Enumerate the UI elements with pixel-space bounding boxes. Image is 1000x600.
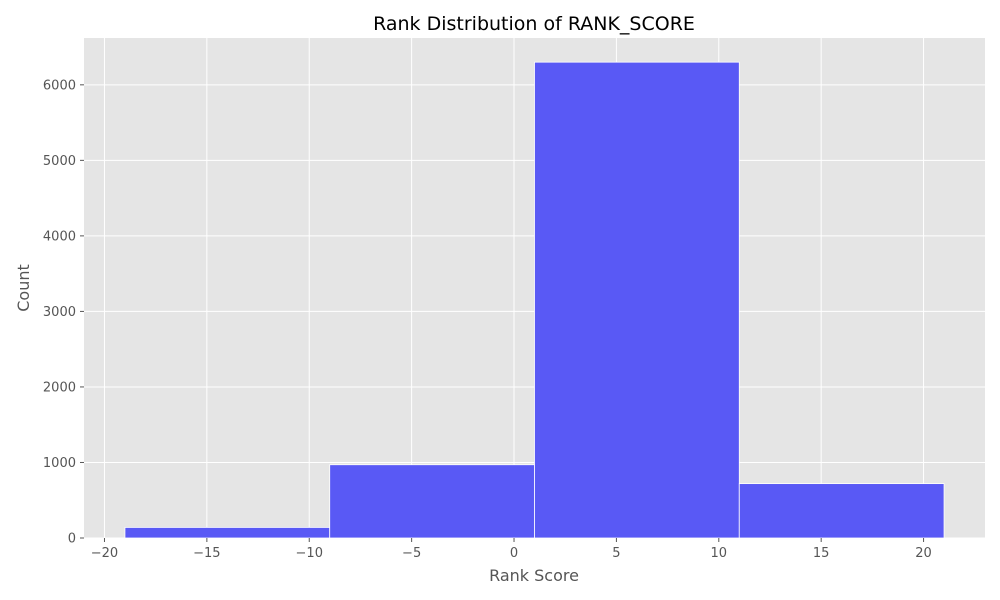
- x-tick-label: 10: [711, 546, 728, 561]
- x-tick-label: 0: [510, 546, 518, 561]
- x-axis-label: Rank Score: [489, 566, 579, 585]
- x-tick-label: −20: [91, 546, 118, 561]
- x-axis-ticks: −20 −15 −10 −5 0 5 10 15 20: [91, 538, 932, 561]
- x-tick-label: 20: [915, 546, 932, 561]
- histogram-bar: [124, 527, 331, 539]
- histogram-bars: [124, 61, 945, 539]
- x-tick-label: −15: [193, 546, 220, 561]
- y-tick-label: 4000: [43, 229, 76, 244]
- y-tick-label: 3000: [43, 305, 76, 320]
- y-tick-label: 0: [68, 532, 76, 547]
- y-axis-label: Count: [14, 264, 33, 312]
- histogram-bar: [329, 464, 535, 539]
- y-tick-label: 2000: [43, 380, 76, 395]
- y-tick-label: 6000: [43, 78, 76, 93]
- chart-title: Rank Distribution of RANK_SCORE: [373, 13, 695, 35]
- y-tick-label: 5000: [43, 154, 76, 169]
- histogram-bar: [534, 61, 740, 539]
- x-tick-label: 15: [813, 546, 830, 561]
- y-axis-ticks: 0 1000 2000 3000 4000 5000 6000: [43, 78, 84, 547]
- x-tick-label: −10: [296, 546, 323, 561]
- x-tick-label: 5: [612, 546, 620, 561]
- histogram-bar: [738, 483, 945, 539]
- x-tick-label: −5: [402, 546, 421, 561]
- y-tick-label: 1000: [43, 456, 76, 471]
